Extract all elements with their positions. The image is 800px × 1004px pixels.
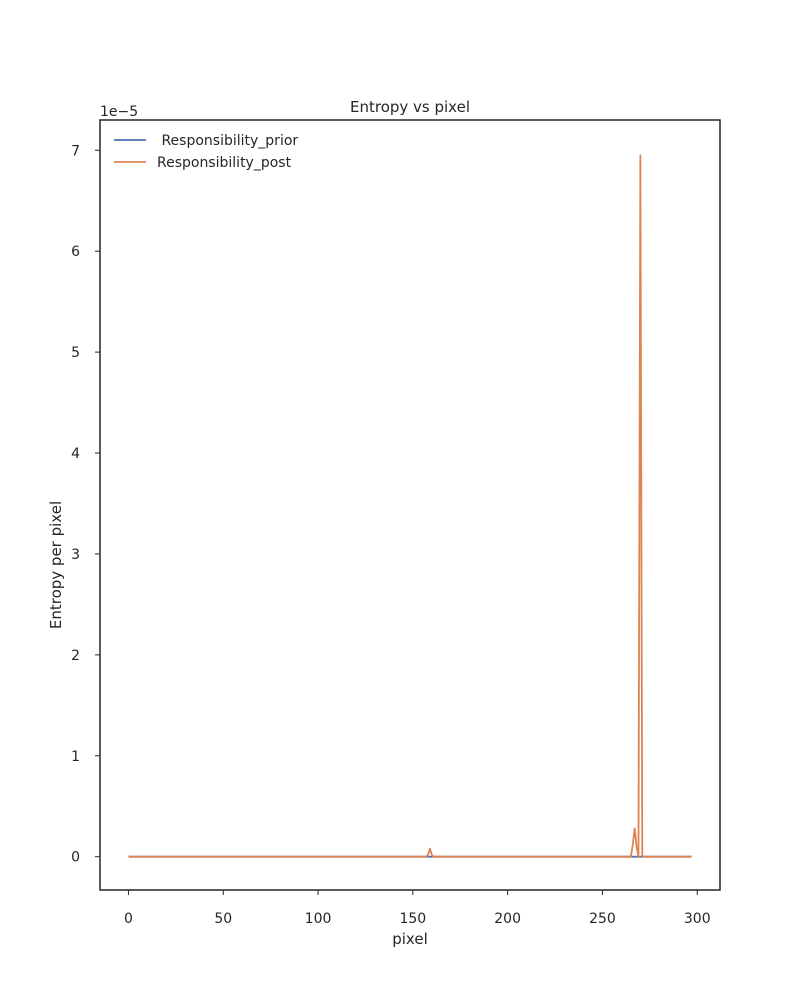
series-layer bbox=[128, 154, 692, 858]
x-tick-label: 100 bbox=[305, 911, 332, 927]
x-tick-label: 150 bbox=[399, 911, 426, 927]
y-axis-offset-label: 1e−5 bbox=[100, 104, 138, 120]
y-axis-ticks: 0 1 2 3 4 5 6 7 bbox=[71, 143, 100, 866]
legend-label-1: Responsibility_post bbox=[157, 155, 292, 171]
x-tick-label: 250 bbox=[589, 911, 616, 927]
y-axis-title: Entropy per pixel bbox=[47, 501, 65, 629]
x-tick-label: 300 bbox=[684, 911, 711, 927]
x-axis-title: pixel bbox=[392, 930, 428, 948]
series-line-1 bbox=[128, 154, 692, 858]
y-tick-label: 6 bbox=[71, 244, 80, 260]
x-tick-label: 200 bbox=[494, 911, 521, 927]
x-tick-label: 50 bbox=[214, 911, 232, 927]
y-tick-label: 1 bbox=[71, 749, 80, 765]
x-tick-label: 0 bbox=[124, 911, 133, 927]
y-tick-label: 5 bbox=[71, 345, 80, 361]
chart-title: Entropy vs pixel bbox=[350, 98, 470, 116]
y-tick-label: 7 bbox=[71, 143, 80, 159]
plot-frame bbox=[99, 119, 721, 891]
y-tick-label: 2 bbox=[71, 648, 80, 664]
y-tick-label: 4 bbox=[71, 446, 80, 462]
legend-label-0: Responsibility_prior bbox=[157, 133, 298, 149]
y-tick-label: 0 bbox=[71, 850, 80, 866]
y-tick-label: 3 bbox=[71, 547, 80, 563]
legend: Responsibility_prior Responsibility_post bbox=[114, 133, 298, 171]
x-axis-ticks: 0 50 100 150 200 250 300 bbox=[124, 890, 711, 927]
